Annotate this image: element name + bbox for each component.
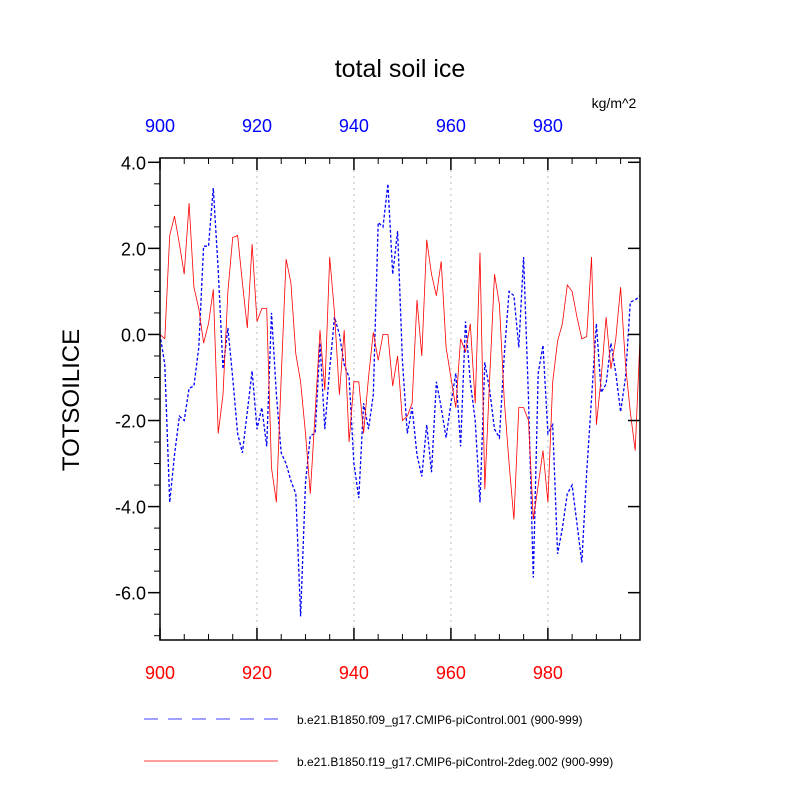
y-tick-label: 4.0	[121, 153, 146, 173]
y-tick-label: -6.0	[115, 584, 146, 604]
y-tick-label: 0.0	[121, 325, 146, 345]
series-line-1	[159, 183, 641, 617]
x-tick-label-bottom: 960	[436, 663, 466, 683]
x-tick-label-top: 960	[436, 116, 466, 136]
y-tick-label: -4.0	[115, 498, 146, 518]
x-tick-label-top: 980	[533, 116, 563, 136]
x-tick-label-top: 940	[339, 116, 369, 136]
x-tick-label-bottom: 980	[533, 663, 563, 683]
x-tick-label-bottom: 940	[339, 663, 369, 683]
legend-label-2: b.e21.B1850.f19_g17.CMIP6-piControl-2deg…	[297, 755, 613, 769]
x-tick-label-top: 900	[145, 116, 175, 136]
series-line-2	[159, 203, 641, 520]
x-tick-label-top: 920	[242, 116, 272, 136]
y-tick-label: -2.0	[115, 412, 146, 432]
y-tick-label: 2.0	[121, 239, 146, 259]
y-axis-label: TOTSOILICE	[58, 329, 85, 471]
units-label: kg/m^2	[592, 95, 637, 111]
x-tick-label-bottom: 920	[242, 663, 272, 683]
x-tick-label-bottom: 900	[145, 663, 175, 683]
legend-label-1: b.e21.B1850.f09_g17.CMIP6-piControl.001 …	[297, 713, 583, 727]
chart-title: total soil ice	[335, 55, 466, 83]
plot-frame	[159, 157, 641, 641]
